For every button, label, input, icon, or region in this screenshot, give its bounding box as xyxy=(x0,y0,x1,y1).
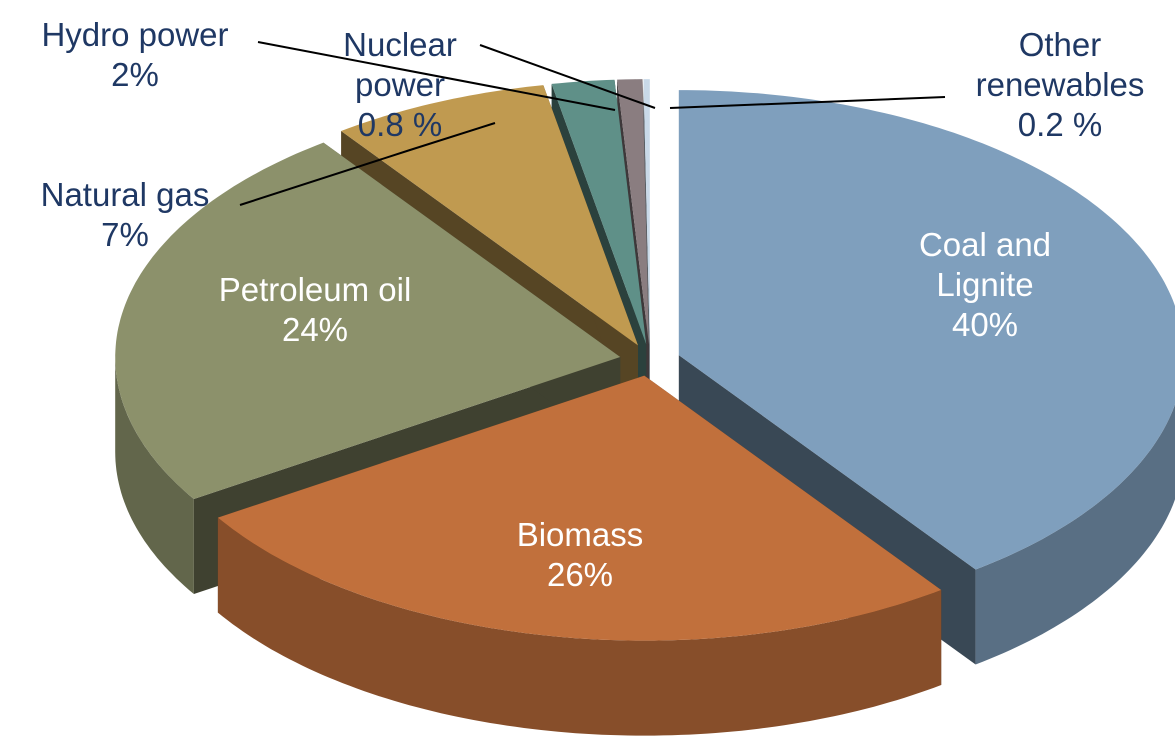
slice xyxy=(678,90,1175,570)
slice xyxy=(643,79,650,345)
value-label: 0.2 % xyxy=(1017,106,1103,143)
value-label: 2% xyxy=(111,56,159,93)
slice xyxy=(617,79,649,345)
category-label: Nuclear power xyxy=(343,26,457,103)
slice xyxy=(115,142,621,499)
leader-line xyxy=(257,41,616,111)
slice xyxy=(341,85,638,346)
value-label: 24% xyxy=(281,311,349,348)
leader-line xyxy=(669,96,946,109)
value-label: 26% xyxy=(546,556,614,593)
data-label: Other renewables 0.2 % xyxy=(945,25,1175,145)
data-label: Nuclear power 0.8 % xyxy=(325,25,475,145)
data-label: Petroleum oil 24% xyxy=(185,270,445,350)
leader-line xyxy=(239,122,496,206)
category-label: Other renewables xyxy=(975,26,1145,103)
category-label: Coal and Lignite xyxy=(918,226,1052,303)
slice xyxy=(551,79,647,345)
slice xyxy=(217,375,942,641)
category-label: Natural gas xyxy=(40,176,210,213)
category-label: Hydro power xyxy=(41,16,229,53)
slice-outer-side xyxy=(217,517,942,736)
data-label: Natural gas 7% xyxy=(5,175,245,255)
category-label: Biomass xyxy=(516,516,644,553)
data-label: Coal and Lignite 40% xyxy=(885,225,1085,345)
leader-line xyxy=(479,44,656,109)
slice-outer-side xyxy=(115,357,194,594)
slice-outer-side xyxy=(975,404,1175,665)
data-label: Hydro power 2% xyxy=(5,15,265,95)
value-label: 7% xyxy=(101,216,149,253)
value-label: 0.8 % xyxy=(357,106,443,143)
data-label: Biomass 26% xyxy=(480,515,680,595)
category-label: Petroleum oil xyxy=(218,271,412,308)
value-label: 40% xyxy=(951,306,1019,343)
